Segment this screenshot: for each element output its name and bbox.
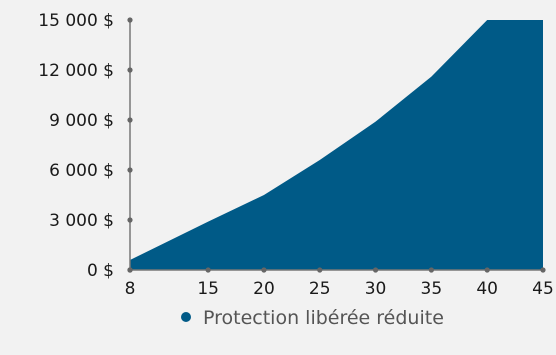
x-tick-label: 45 xyxy=(532,279,554,299)
x-tick-label: 15 xyxy=(197,279,219,299)
x-tick-dot xyxy=(428,267,434,273)
x-tick-dot xyxy=(484,267,490,273)
y-tick-label: 12 000 $ xyxy=(38,61,114,81)
x-axis-ticks: 8 15 20 25 30 35 40 45 xyxy=(125,267,554,299)
y-tick-dot xyxy=(127,117,133,123)
area-layer xyxy=(130,20,543,270)
x-tick-label: 35 xyxy=(421,279,443,299)
area-series-protection xyxy=(130,20,543,270)
x-tick-dot xyxy=(540,267,546,273)
y-tick-dot xyxy=(127,217,133,223)
y-axis-ticks: 0 $ 3 000 $ 6 000 $ 9 000 $ 12 000 $ 15 000 $ xyxy=(38,11,133,281)
x-tick-label: 8 xyxy=(125,279,136,299)
y-tick-label: 6 000 $ xyxy=(49,161,114,181)
x-tick-dot xyxy=(127,267,133,273)
y-tick-label: 3 000 $ xyxy=(49,211,114,231)
legend: Protection libérée réduite xyxy=(181,307,444,329)
legend-label: Protection libérée réduite xyxy=(203,307,444,329)
x-tick-label: 25 xyxy=(309,279,331,299)
x-tick-dot xyxy=(317,267,323,273)
legend-marker xyxy=(181,312,191,322)
x-tick-dot xyxy=(261,267,267,273)
y-tick-label: 9 000 $ xyxy=(49,111,114,131)
x-tick-label: 40 xyxy=(476,279,498,299)
y-tick-label: 0 $ xyxy=(87,261,114,281)
x-tick-label: 20 xyxy=(253,279,275,299)
y-tick-dot xyxy=(127,67,133,73)
y-tick-dot xyxy=(127,167,133,173)
x-tick-label: 30 xyxy=(365,279,387,299)
y-tick-label: 15 000 $ xyxy=(38,11,114,31)
x-tick-dot xyxy=(205,267,211,273)
x-tick-dot xyxy=(372,267,379,273)
y-tick-dot xyxy=(127,17,133,23)
axis-layer xyxy=(129,20,543,271)
